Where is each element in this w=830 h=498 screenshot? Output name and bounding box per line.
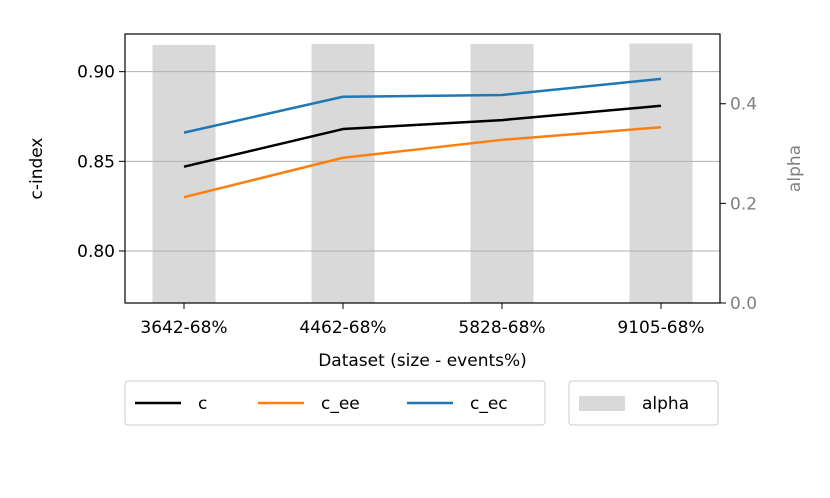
alpha-bar-1 (152, 44, 216, 303)
y2-tick-label-3: 0.4 (730, 95, 757, 115)
legend-label-alpha: alpha (642, 394, 689, 414)
alpha-bar-3 (470, 43, 534, 304)
legend-label-c-ec: c_ec (470, 394, 508, 414)
legend-label-c: c (198, 394, 207, 414)
alpha-bar-4 (629, 43, 693, 303)
alpha-bars (152, 43, 693, 304)
x-tick-label-3: 5828-68% (458, 318, 545, 338)
plot-frame (124, 33, 721, 304)
y2-tick-label-2: 0.2 (730, 194, 757, 214)
y-tick-label-2: 0.85 (77, 152, 115, 172)
y-tick-label-1: 0.80 (77, 242, 115, 262)
series-line-c-ee (183, 126, 662, 199)
legend-label-c-ee: c_ee (321, 394, 360, 414)
legend-swatch-alpha (579, 396, 625, 411)
x-axis-label: Dataset (size - events%) (318, 351, 527, 371)
x-tick-label-2: 4462-68% (299, 318, 386, 338)
x-tick-label-4: 9105-68% (617, 318, 704, 338)
grid-lines (125, 71, 720, 252)
legend-lines-box (124, 380, 546, 426)
y-tick-label-3: 0.90 (77, 63, 115, 83)
x-tick-label-1: 3642-68% (140, 318, 227, 338)
legend-bars-box (568, 380, 719, 426)
series-line-c-ec (183, 77, 662, 134)
alpha-bar-2 (311, 43, 375, 304)
y2-tick-label-1: 0.0 (730, 294, 757, 314)
series-line-c (183, 104, 662, 168)
y-axis-label: c-index (27, 138, 47, 200)
secondary-y-axis-label: alpha (785, 145, 805, 192)
series-lines (183, 77, 662, 199)
axes: 3642-68% 4462-68% 5828-68% 9105-68% 0.80 0.85… (77, 63, 757, 338)
